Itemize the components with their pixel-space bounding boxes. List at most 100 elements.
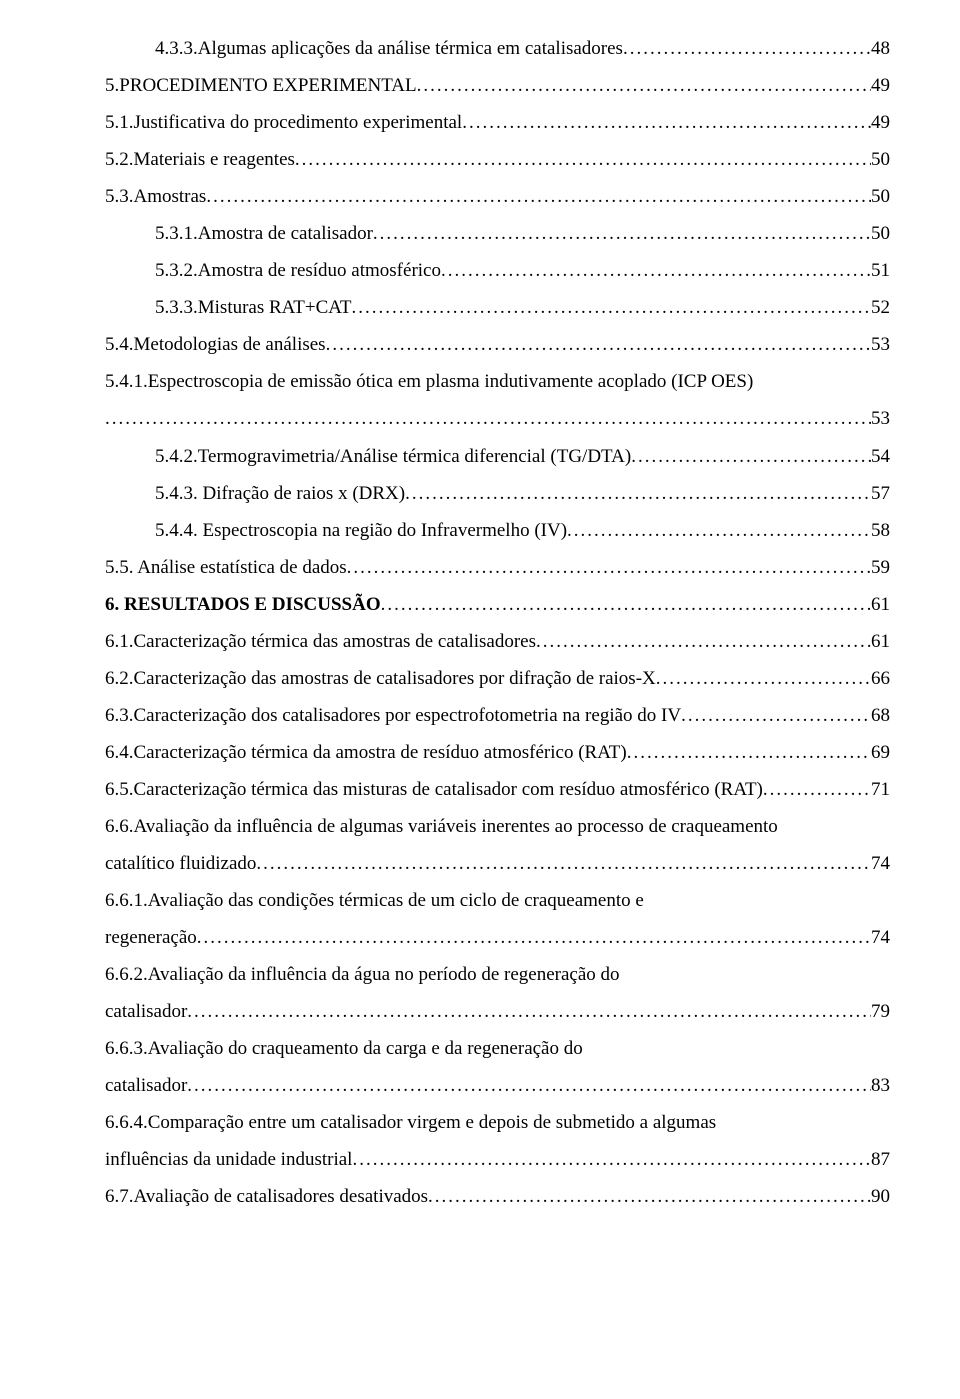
toc-entry: 5.2.Materiais e reagentes50: [105, 141, 890, 178]
toc-page-number: 50: [871, 178, 890, 215]
toc-leader-dots: [187, 993, 871, 1030]
toc-label-lead: 6.6.1.Avaliação das condições térmicas d…: [105, 882, 890, 919]
toc-page-number: 79: [871, 993, 890, 1030]
toc-label: 5.3.2.Amostra de resíduo atmosférico: [155, 252, 441, 289]
toc-label-tail: regeneração: [105, 919, 197, 956]
toc-leader-dots: [627, 734, 871, 771]
toc-leader-dots: [631, 438, 871, 475]
toc-page-number: 83: [871, 1067, 890, 1104]
toc-entry: 6.6.4.Comparação entre um catalisador vi…: [105, 1104, 890, 1178]
toc-leader-dots: [763, 771, 871, 808]
toc-leader-dots: [197, 919, 871, 956]
toc-entry: 4.3.3.Algumas aplicações da análise térm…: [105, 30, 890, 67]
toc-leader-dots: [187, 1067, 871, 1104]
toc-entry: 5.4.3. Difração de raios x (DRX)57: [105, 475, 890, 512]
toc-entry: 6.6.3.Avaliação do craqueamento da carga…: [105, 1030, 890, 1104]
toc-page-number: 74: [871, 845, 890, 882]
toc-label: 6.4.Caracterização térmica da amostra de…: [105, 734, 627, 771]
toc-entry: 6.1.Caracterização térmica das amostras …: [105, 623, 890, 660]
toc-label: 6.3.Caracterização dos catalisadores por…: [105, 697, 681, 734]
toc-entry: 6.4.Caracterização térmica da amostra de…: [105, 734, 890, 771]
toc-entry: 6.3.Caracterização dos catalisadores por…: [105, 697, 890, 734]
toc-entry: 6.6.1.Avaliação das condições térmicas d…: [105, 882, 890, 956]
toc-label-lead: 6.6.4.Comparação entre um catalisador vi…: [105, 1104, 890, 1141]
toc-entry: 5.4.Metodologias de análises 53: [105, 326, 890, 363]
toc-leader-dots: [105, 400, 871, 437]
toc-label: 5.2.Materiais e reagentes: [105, 141, 295, 178]
toc-page-number: 59: [871, 549, 890, 586]
toc-leader-dots: [326, 326, 871, 363]
toc-page-number: 49: [871, 67, 890, 104]
toc-leader-dots: [256, 845, 871, 882]
toc-label: 4.3.3.Algumas aplicações da análise térm…: [155, 30, 623, 67]
toc-entry: 6.6.Avaliação da influência de algumas v…: [105, 808, 890, 882]
toc-label-lead: 6.6.Avaliação da influência de algumas v…: [105, 808, 890, 845]
toc-page-number: 66: [871, 660, 890, 697]
toc-page-number: 52: [871, 289, 890, 326]
toc-label: 6.2.Caracterização das amostras de catal…: [105, 660, 656, 697]
toc-label-lead: 5.4.1.Espectroscopia de emissão ótica em…: [105, 363, 890, 400]
toc-entry: 5.5. Análise estatística de dados 59: [105, 549, 890, 586]
toc-label: 5.4.Metodologias de análises: [105, 326, 326, 363]
toc-leader-dots: [462, 104, 871, 141]
toc-entry: 5.3.2.Amostra de resíduo atmosférico 51: [105, 252, 890, 289]
toc-page-number: 54: [871, 438, 890, 475]
toc-leader-dots: [681, 697, 871, 734]
toc-page-number: 50: [871, 215, 890, 252]
toc-page-number: 74: [871, 919, 890, 956]
toc-leader-dots: [381, 586, 871, 623]
toc-label-lead: 6.6.3.Avaliação do craqueamento da carga…: [105, 1030, 890, 1067]
toc-page-number: 53: [871, 326, 890, 363]
toc-leader-dots: [623, 30, 871, 67]
toc-label: 5.4.3. Difração de raios x (DRX): [155, 475, 405, 512]
toc-leader-dots: [352, 1141, 871, 1178]
toc-label: 5.3.1.Amostra de catalisador: [155, 215, 373, 252]
toc-leader-dots: [428, 1178, 871, 1215]
toc-page-number: 69: [871, 734, 890, 771]
toc-entry: 5.3.Amostras50: [105, 178, 890, 215]
toc-label-tail: influências da unidade industrial: [105, 1141, 352, 1178]
toc-leader-dots: [352, 289, 871, 326]
toc-leader-dots: [295, 141, 871, 178]
toc-page-number: 49: [871, 104, 890, 141]
toc-label: 5.5. Análise estatística de dados: [105, 549, 347, 586]
toc-leader-dots: [536, 623, 871, 660]
toc-label: 5.3.3.Misturas RAT+CAT: [155, 289, 352, 326]
toc-leader-dots: [441, 252, 871, 289]
toc-entry: 5.3.1.Amostra de catalisador 50: [105, 215, 890, 252]
toc-entry: 5.4.2.Termogravimetria/Análise térmica d…: [105, 438, 890, 475]
toc-page-number: 51: [871, 252, 890, 289]
toc-label: 5.4.2.Termogravimetria/Análise térmica d…: [155, 438, 631, 475]
toc-entry: 5.PROCEDIMENTO EXPERIMENTAL 49: [105, 67, 890, 104]
toc-page-number: 61: [871, 586, 890, 623]
toc-leader-dots: [206, 178, 871, 215]
toc-page-number: 71: [871, 771, 890, 808]
toc-entry: 5.1.Justificativa do procedimento experi…: [105, 104, 890, 141]
toc-page-number: 48: [871, 30, 890, 67]
toc-label-tail: catalisador: [105, 993, 187, 1030]
toc-entry: 6. RESULTADOS E DISCUSSÃO 61: [105, 586, 890, 623]
toc-label: 5.1.Justificativa do procedimento experi…: [105, 104, 462, 141]
toc-label-tail: catalítico fluidizado: [105, 845, 256, 882]
toc-leader-dots: [417, 67, 871, 104]
toc-entry: 6.6.2.Avaliação da influência da água no…: [105, 956, 890, 1030]
toc-label-tail: catalisador: [105, 1067, 187, 1104]
toc-entry: 5.4.4. Espectroscopia na região do Infra…: [105, 512, 890, 549]
toc-leader-dots: [405, 475, 871, 512]
toc-page-number: 53: [871, 400, 890, 437]
toc-label: 5.PROCEDIMENTO EXPERIMENTAL: [105, 67, 417, 104]
toc-entry: 5.3.3.Misturas RAT+CAT 52: [105, 289, 890, 326]
toc-page-number: 87: [871, 1141, 890, 1178]
toc-leader-dots: [656, 660, 871, 697]
toc-page-number: 58: [871, 512, 890, 549]
toc-entry: 6.2.Caracterização das amostras de catal…: [105, 660, 890, 697]
toc-page-number: 90: [871, 1178, 890, 1215]
toc-page-number: 68: [871, 697, 890, 734]
toc-label: 6. RESULTADOS E DISCUSSÃO: [105, 586, 381, 623]
toc-leader-dots: [347, 549, 871, 586]
toc-label: 5.4.4. Espectroscopia na região do Infra…: [155, 512, 567, 549]
toc-entry: 5.4.1.Espectroscopia de emissão ótica em…: [105, 363, 890, 437]
table-of-contents: 4.3.3.Algumas aplicações da análise térm…: [105, 30, 890, 1216]
toc-label-lead: 6.6.2.Avaliação da influência da água no…: [105, 956, 890, 993]
toc-label: 6.7.Avaliação de catalisadores desativad…: [105, 1178, 428, 1215]
